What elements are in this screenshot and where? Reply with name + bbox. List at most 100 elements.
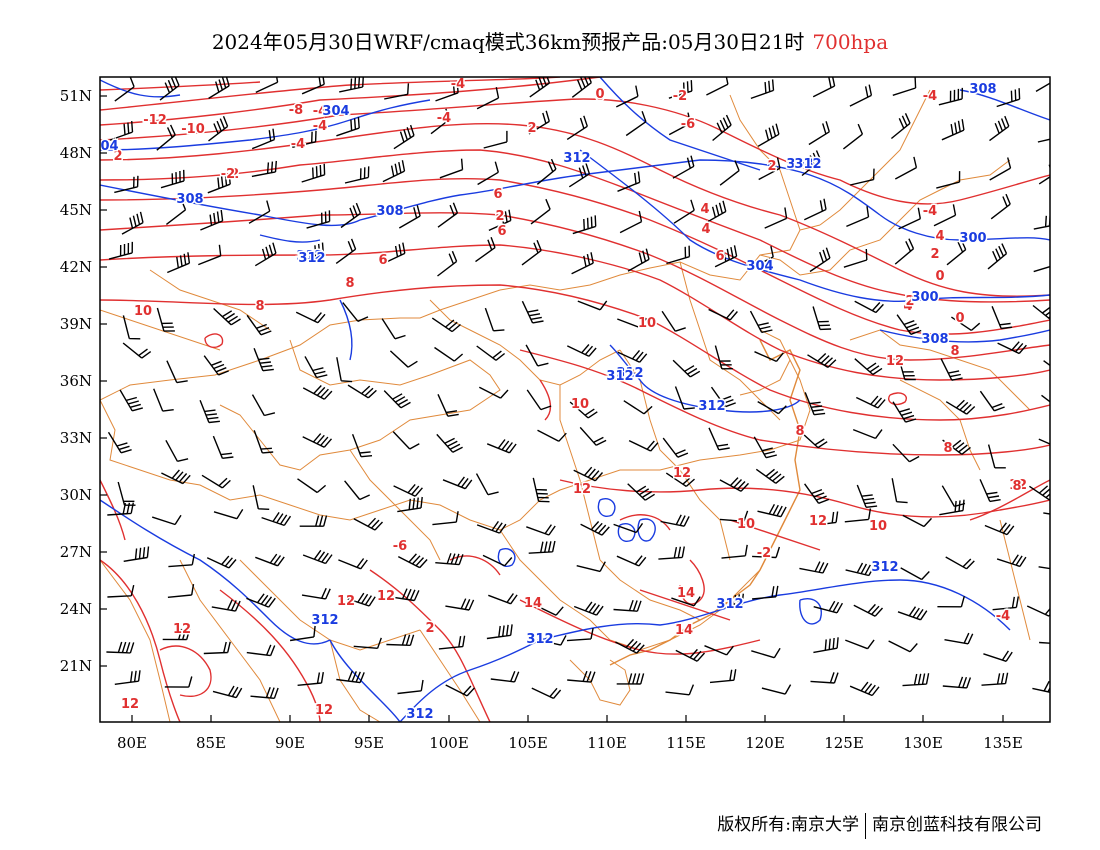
isotherm-line bbox=[100, 77, 601, 126]
wind-barb bbox=[252, 485, 270, 510]
wind-barb bbox=[153, 388, 174, 412]
isotherm-label: -6 bbox=[681, 117, 695, 132]
wind-barb bbox=[302, 549, 333, 565]
wind-barb bbox=[616, 673, 645, 685]
wind-barb bbox=[573, 601, 604, 616]
y-axis: 51N 48N 45N 42N 39N 36N 33N 30N 27N 24N 21N bbox=[60, 87, 107, 675]
wind-barb bbox=[297, 478, 327, 494]
wind-barb bbox=[167, 252, 191, 274]
wind-barb bbox=[807, 352, 837, 368]
isotherm-label: -2 bbox=[673, 89, 687, 104]
wind-barb bbox=[162, 628, 191, 641]
wind-barb bbox=[987, 243, 1008, 270]
wind-barb bbox=[902, 514, 933, 528]
height-contour-label: 312 bbox=[871, 560, 898, 575]
wind-barb bbox=[435, 553, 464, 566]
wind-barb bbox=[945, 556, 975, 570]
wind-barb bbox=[897, 606, 928, 621]
border-line bbox=[819, 89, 931, 226]
wind-barb bbox=[936, 171, 961, 189]
wind-barb bbox=[251, 128, 276, 150]
wind-barb bbox=[208, 115, 229, 142]
wind-barb bbox=[898, 207, 921, 230]
isotherm-line bbox=[729, 519, 821, 551]
wind-barb bbox=[442, 476, 473, 490]
wind-barb bbox=[951, 316, 981, 331]
wind-barb bbox=[521, 300, 544, 324]
border-line bbox=[100, 559, 171, 722]
wind-barb bbox=[979, 390, 1005, 412]
height-contour-label: 312 bbox=[794, 157, 821, 172]
height-contour-line bbox=[100, 159, 881, 227]
wind-barb bbox=[168, 553, 195, 568]
isotherm-label: 0 bbox=[955, 311, 964, 326]
wind-barb bbox=[704, 645, 734, 656]
wind-barb bbox=[721, 544, 748, 559]
height-contour-label: 308 bbox=[176, 192, 203, 207]
isotherm-label: 2 bbox=[905, 294, 914, 309]
wind-barb bbox=[381, 318, 406, 340]
wind-barb bbox=[665, 472, 695, 487]
wind-barb bbox=[672, 359, 701, 378]
isotherm-label: 6 bbox=[497, 224, 506, 239]
isotherm-line bbox=[100, 212, 1050, 361]
wind-barb bbox=[397, 679, 424, 695]
wind-barb bbox=[752, 585, 779, 600]
wind-barb bbox=[617, 171, 641, 192]
wind-barb bbox=[537, 635, 567, 646]
height-contour-line bbox=[329, 639, 401, 722]
wind-barb bbox=[392, 431, 420, 450]
wind-barb bbox=[382, 160, 406, 183]
isotherm-label: 0 bbox=[935, 269, 944, 284]
wind-barb bbox=[213, 509, 244, 520]
company-text: 南京创蓝科技有限公司 bbox=[872, 815, 1042, 835]
wind-barb bbox=[812, 77, 836, 98]
wind-barb bbox=[156, 124, 176, 151]
wind-barb bbox=[486, 624, 513, 640]
wind-barb bbox=[799, 561, 829, 574]
wind-barb bbox=[941, 485, 966, 508]
isotherm-label: 12 bbox=[573, 482, 591, 497]
wind-barb bbox=[845, 639, 875, 650]
border-line bbox=[419, 629, 481, 722]
y-tick-label: 45N bbox=[60, 201, 92, 219]
wind-barb bbox=[295, 311, 326, 324]
wind-barb bbox=[393, 483, 423, 497]
y-tick-label: 21N bbox=[60, 657, 92, 675]
height-contour-label: 312 bbox=[698, 399, 725, 414]
wind-barb bbox=[944, 632, 974, 645]
title-text: 2024年05月30日WRF/cmaq模式36km预报产品:05月30日21时 bbox=[211, 30, 805, 54]
isotherm-line bbox=[100, 284, 1050, 421]
border-line bbox=[619, 349, 731, 561]
isotherm-label: -4 bbox=[923, 204, 937, 219]
wind-barb bbox=[942, 676, 972, 689]
x-tick-label: 100E bbox=[429, 734, 469, 752]
border-line bbox=[149, 269, 271, 331]
height-contour-line bbox=[799, 598, 822, 625]
wind-barb bbox=[483, 130, 508, 149]
coastline bbox=[609, 339, 801, 666]
y-tick-label: 42N bbox=[60, 258, 92, 276]
wind-barb bbox=[253, 430, 274, 454]
wind-barb bbox=[486, 439, 517, 454]
wind-barb bbox=[933, 204, 957, 227]
wind-barb bbox=[165, 199, 187, 225]
wind-barb bbox=[526, 524, 556, 536]
isotherm-label: 6 bbox=[493, 187, 502, 202]
isotherm-line bbox=[100, 149, 1050, 303]
wind-barb bbox=[580, 521, 610, 536]
height-contour-line bbox=[539, 579, 1011, 641]
x-tick-label: 90E bbox=[275, 734, 305, 752]
height-contour-label: 300 bbox=[911, 290, 938, 305]
wind-barb bbox=[617, 318, 647, 329]
wind-barb bbox=[803, 198, 827, 221]
isotherm-line bbox=[100, 244, 1050, 381]
height-contour-label: 312 bbox=[526, 632, 553, 647]
wind-barb bbox=[534, 604, 564, 616]
height-contour-label: 312 bbox=[716, 597, 743, 612]
x-tick-label: 95E bbox=[354, 734, 384, 752]
wind-barb bbox=[109, 121, 134, 141]
x-tick-label: 110E bbox=[587, 734, 627, 752]
wind-barb bbox=[383, 390, 411, 409]
